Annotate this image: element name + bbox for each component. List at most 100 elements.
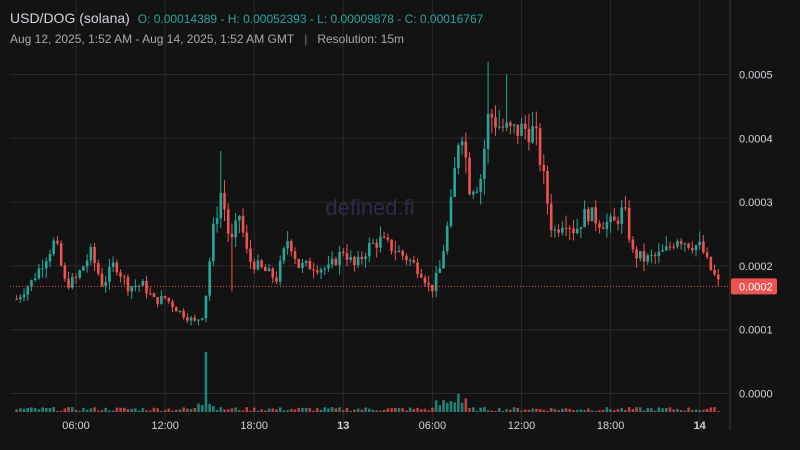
volume-bar xyxy=(609,409,612,412)
volume-bar xyxy=(171,410,174,412)
volume-bar xyxy=(631,409,635,412)
volume-bar xyxy=(241,410,245,412)
volume-bar xyxy=(338,407,341,412)
volume-bar xyxy=(70,407,74,412)
volume-bar xyxy=(572,410,575,412)
volume-bar xyxy=(145,410,148,412)
volume-bar xyxy=(345,407,349,412)
candle-body xyxy=(215,218,219,224)
candle-body xyxy=(557,229,560,233)
volume-bar xyxy=(709,407,713,412)
candle-body xyxy=(490,114,494,118)
volume-bar xyxy=(174,409,178,412)
candle-body xyxy=(497,126,501,128)
candle-body xyxy=(512,124,516,126)
volume-bar xyxy=(713,407,716,412)
price-label: 0.0002 xyxy=(739,281,773,293)
volume-bar xyxy=(698,410,701,412)
candle-body xyxy=(375,242,379,248)
candle-body xyxy=(104,281,107,286)
candle-body xyxy=(527,129,531,143)
candle-body xyxy=(197,319,200,321)
volume-bar xyxy=(19,408,22,412)
candle-body xyxy=(256,260,260,270)
title-line: USD/DOG (solana) O: 0.00014389 - H: 0.00… xyxy=(10,8,720,29)
candle-body xyxy=(494,117,497,128)
candle-body xyxy=(353,257,356,266)
volume-bar xyxy=(215,410,219,412)
candle-body xyxy=(308,260,312,270)
volume-bar xyxy=(587,408,590,412)
candle-body xyxy=(148,293,152,295)
candle-body xyxy=(70,276,74,288)
candle-body xyxy=(672,246,676,248)
candle-body xyxy=(590,207,594,222)
volume-bar xyxy=(301,407,304,412)
volume-bar xyxy=(620,408,624,412)
volume-bar xyxy=(122,407,126,412)
volume-bar xyxy=(82,407,85,412)
volume-bar xyxy=(657,407,661,412)
candle-body xyxy=(449,196,453,227)
volume-bar xyxy=(208,403,211,412)
candle-body xyxy=(535,126,538,129)
volume-bar xyxy=(167,408,171,412)
x-tick-label: 13 xyxy=(337,420,349,432)
candle-body xyxy=(342,251,345,254)
y-tick-label: 0.0004 xyxy=(739,133,773,145)
volume-bar xyxy=(137,410,141,412)
volume-bar xyxy=(661,408,664,412)
volume-bar xyxy=(371,409,375,412)
volume-bar xyxy=(230,408,234,412)
volume-bar xyxy=(30,407,33,412)
candle-body xyxy=(204,295,208,319)
volume-bar xyxy=(639,407,642,412)
volume-bar xyxy=(245,407,249,412)
candle-body xyxy=(382,236,386,238)
volume-bar xyxy=(26,407,30,412)
volume-bar xyxy=(78,410,82,412)
volume-bar xyxy=(601,409,605,412)
volume-bar xyxy=(330,407,334,412)
volume-bar xyxy=(74,409,78,412)
volume-bar xyxy=(130,408,133,412)
candle-body xyxy=(286,241,289,249)
y-tick-label: 0.0000 xyxy=(739,389,773,401)
volume-bar xyxy=(238,410,241,412)
time-axis[interactable]: 06:00 12:00 18:00 13 06:00 12:00 18:00 14 xyxy=(62,420,706,432)
date-range: Aug 12, 2025, 1:52 AM - Aug 14, 2025, 1:… xyxy=(10,32,295,46)
candle-body xyxy=(312,269,315,271)
candle-body xyxy=(111,262,115,268)
candle-body xyxy=(523,123,527,130)
volume-bar xyxy=(308,408,312,412)
volume-bar xyxy=(275,409,278,412)
volume-bar xyxy=(197,403,200,412)
volume-bar xyxy=(457,394,460,412)
candle-body xyxy=(78,270,82,278)
volume-bar xyxy=(15,409,18,412)
candle-body xyxy=(134,286,137,288)
volume-bar xyxy=(468,408,471,412)
x-tick-label: 12:00 xyxy=(508,420,536,432)
candle-body xyxy=(323,268,327,270)
candle-body xyxy=(156,297,159,304)
candle-body xyxy=(653,255,657,257)
candle-body xyxy=(505,122,508,128)
candle-body xyxy=(360,256,364,260)
candle-body xyxy=(275,277,278,282)
candle-body xyxy=(208,261,211,296)
volume-bar xyxy=(189,408,193,412)
volume-bar xyxy=(527,409,531,412)
candle-body xyxy=(650,255,653,257)
volume-bar xyxy=(37,409,41,412)
ohlc-readout: O: 0.00014389 - H: 0.00052393 - L: 0.000… xyxy=(137,12,484,26)
price-axis[interactable]: 0.0000 0.0001 0.0002 0.0003 0.0004 0.0005 xyxy=(739,70,773,401)
candle-body xyxy=(345,253,349,260)
volume-bar xyxy=(683,410,687,412)
volume-bar xyxy=(85,409,89,412)
x-tick-label: 06:00 xyxy=(62,420,90,432)
volume-bar xyxy=(226,409,230,412)
candle-body xyxy=(483,148,486,179)
volume-bar xyxy=(646,408,650,412)
